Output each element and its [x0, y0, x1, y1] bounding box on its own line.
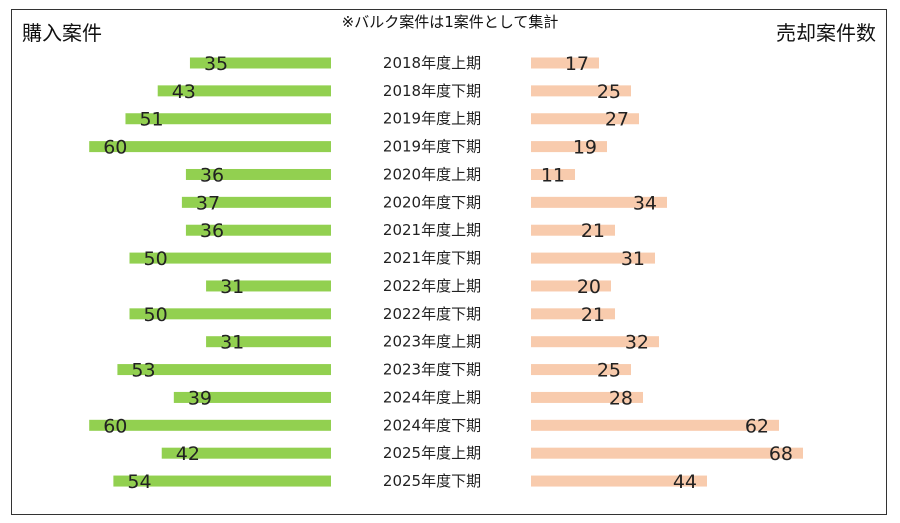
right-value-label: 34 [633, 192, 657, 214]
left-bar [161, 447, 331, 459]
right-bar [531, 364, 631, 376]
right-bar [531, 224, 615, 236]
left-bar [185, 224, 331, 236]
left-bar [125, 113, 331, 125]
category-label: 2021年度下期 [383, 249, 481, 267]
left-value-label: 54 [127, 471, 151, 493]
right-bar [531, 196, 667, 208]
right-bar [531, 168, 575, 180]
left-bar [89, 419, 331, 431]
left-value-label: 31 [220, 276, 244, 298]
left-bar [113, 475, 331, 487]
category-label: 2019年度上期 [383, 110, 481, 128]
right-bar [531, 280, 611, 292]
left-value-label: 51 [139, 109, 163, 131]
left-bar [185, 168, 331, 180]
left-bar [173, 391, 331, 403]
left-value-label: 60 [103, 137, 127, 159]
left-bar [206, 336, 331, 348]
category-label: 2023年度下期 [383, 361, 481, 379]
left-value-label: 53 [131, 360, 155, 382]
right-value-label: 21 [581, 304, 605, 326]
category-label: 2020年度下期 [383, 193, 481, 211]
left-bar [129, 252, 331, 264]
left-bar [129, 308, 331, 320]
right-value-label: 31 [621, 248, 645, 270]
right-bar [531, 447, 803, 459]
left-bar [117, 364, 331, 376]
left-series-title: 購入案件 [22, 21, 102, 45]
category-label: 2019年度下期 [383, 138, 481, 156]
left-bar [189, 57, 331, 69]
left-value-label: 35 [204, 53, 228, 75]
right-bar [531, 252, 655, 264]
right-value-label: 44 [673, 471, 697, 493]
left-value-label: 36 [200, 164, 224, 186]
right-bar [531, 85, 631, 97]
category-label: 2022年度下期 [383, 305, 481, 323]
right-value-label: 25 [597, 360, 621, 382]
left-bar [206, 280, 331, 292]
left-value-label: 60 [103, 415, 127, 437]
right-value-label: 28 [609, 387, 633, 409]
category-label: 2018年度上期 [383, 54, 481, 72]
right-bar [531, 113, 639, 125]
category-label: 2024年度上期 [383, 388, 481, 406]
left-bar [157, 85, 331, 97]
category-label: 2025年度上期 [383, 444, 481, 462]
left-value-label: 50 [144, 248, 168, 270]
right-value-label: 20 [577, 276, 601, 298]
category-label: 2021年度上期 [383, 221, 481, 239]
left-value-label: 31 [220, 332, 244, 354]
right-bar [531, 308, 615, 320]
right-series-title: 売却案件数 [776, 21, 876, 45]
left-value-label: 50 [144, 304, 168, 326]
left-bar [89, 141, 331, 153]
left-value-label: 37 [196, 192, 220, 214]
right-value-label: 21 [581, 220, 605, 242]
right-value-label: 11 [541, 164, 565, 186]
category-label: 2024年度下期 [383, 416, 481, 434]
right-bar [531, 419, 779, 431]
right-bar [531, 141, 607, 153]
right-value-label: 32 [625, 332, 649, 354]
right-value-label: 17 [565, 53, 589, 75]
right-value-label: 19 [573, 137, 597, 159]
right-value-label: 27 [605, 109, 629, 131]
category-label: 2022年度上期 [383, 277, 481, 295]
category-label: 2025年度下期 [383, 472, 481, 490]
right-bar [531, 391, 643, 403]
right-value-label: 25 [597, 81, 621, 103]
left-bar [181, 196, 331, 208]
right-bar [531, 57, 599, 69]
right-value-label: 68 [769, 443, 793, 465]
chart-note: ※バルク案件は1案件として集計 [341, 13, 559, 31]
right-value-label: 62 [745, 415, 769, 437]
category-label: 2018年度下期 [383, 82, 481, 100]
category-label: 2023年度上期 [383, 333, 481, 351]
left-value-label: 36 [200, 220, 224, 242]
right-bar [531, 475, 707, 487]
category-label: 2020年度上期 [383, 165, 481, 183]
left-value-label: 42 [176, 443, 200, 465]
left-value-label: 43 [172, 81, 196, 103]
right-bar [531, 336, 659, 348]
left-value-label: 39 [188, 387, 212, 409]
